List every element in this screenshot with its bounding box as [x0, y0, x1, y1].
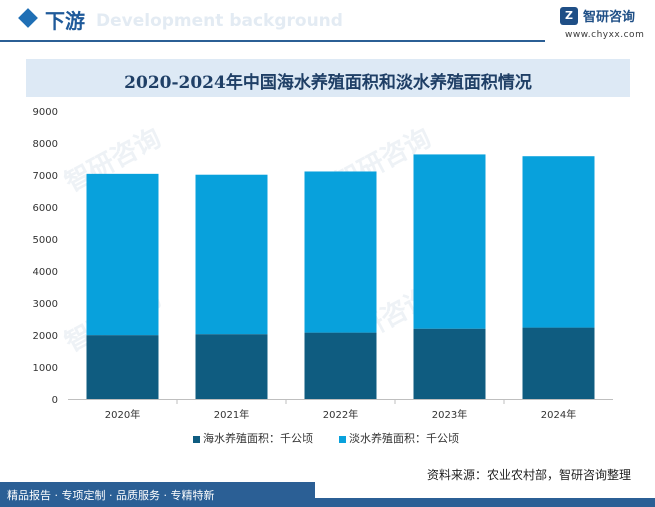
bar-fresh	[304, 171, 377, 333]
legend-item-fresh: 淡水养殖面积：千公顷	[339, 430, 459, 446]
chyxx-logo-icon: Z	[560, 7, 578, 25]
section-title: 下游	[45, 9, 85, 33]
source-note: 资料来源：农业农村部，智研咨询整理	[427, 468, 632, 482]
y-tick-label: 5000	[33, 235, 58, 246]
y-tick-label: 0	[52, 395, 58, 406]
bar-fresh	[522, 156, 595, 328]
chart-title-band: 2020-2024年中国海水养殖面积和淡水养殖面积情况	[26, 59, 630, 97]
footer-bar	[0, 482, 315, 507]
stacked-bar-chart: 0 1000 2000 3000 4000 5000 6000 7000 8000 9000 202…	[33, 107, 613, 421]
x-tick-label: 2021年	[214, 408, 249, 421]
y-tick-label: 3000	[33, 299, 58, 310]
footer-bar-strip	[315, 498, 655, 507]
y-tick-label: 7000	[33, 171, 58, 182]
y-tick-label: 8000	[33, 139, 58, 150]
header: 下游 Development background Z 智研咨询 www.chy…	[0, 0, 655, 44]
y-tick-label: 6000	[33, 203, 58, 214]
legend-swatch-fresh	[339, 435, 346, 443]
bar-fresh	[195, 174, 268, 335]
legend-label-fresh: 淡水养殖面积：千公顷	[349, 432, 459, 445]
y-tick-label: 4000	[33, 267, 58, 278]
x-tick-label: 2022年	[323, 408, 358, 421]
ghost-heading: Development background	[96, 11, 343, 31]
legend-item-sea: 海水养殖面积：千公顷	[193, 430, 313, 446]
bar-fresh	[413, 154, 486, 329]
y-tick-label: 1000	[33, 363, 58, 374]
bar-sea	[522, 327, 595, 399]
footer: 精品报告 · 专项定制 · 品质服务 · 专精特新	[0, 477, 655, 507]
bar-sea	[86, 335, 159, 399]
y-tick-label: 9000	[33, 107, 58, 118]
x-tick-label: 2020年	[105, 408, 140, 421]
chart-legend: 海水养殖面积：千公顷 淡水养殖面积：千公顷	[0, 430, 655, 446]
x-tick-label: 2024年	[541, 408, 576, 421]
bar-fresh	[86, 173, 159, 336]
x-tick-label: 2023年	[432, 408, 467, 421]
chart-title: 2020-2024年中国海水养殖面积和淡水养殖面积情况	[124, 73, 532, 93]
y-tick-label: 2000	[33, 331, 58, 342]
bar-sea	[413, 328, 486, 399]
header-rule	[0, 40, 545, 42]
brand-name: 智研咨询	[583, 10, 636, 25]
site-url: www.chyxx.com	[565, 30, 645, 40]
footer-text: 精品报告 · 专项定制 · 品质服务 · 专精特新	[7, 489, 215, 502]
bar-sea	[195, 334, 268, 399]
legend-swatch-sea	[193, 435, 200, 443]
legend-label-sea: 海水养殖面积：千公顷	[203, 432, 313, 445]
bar-sea	[304, 332, 377, 399]
